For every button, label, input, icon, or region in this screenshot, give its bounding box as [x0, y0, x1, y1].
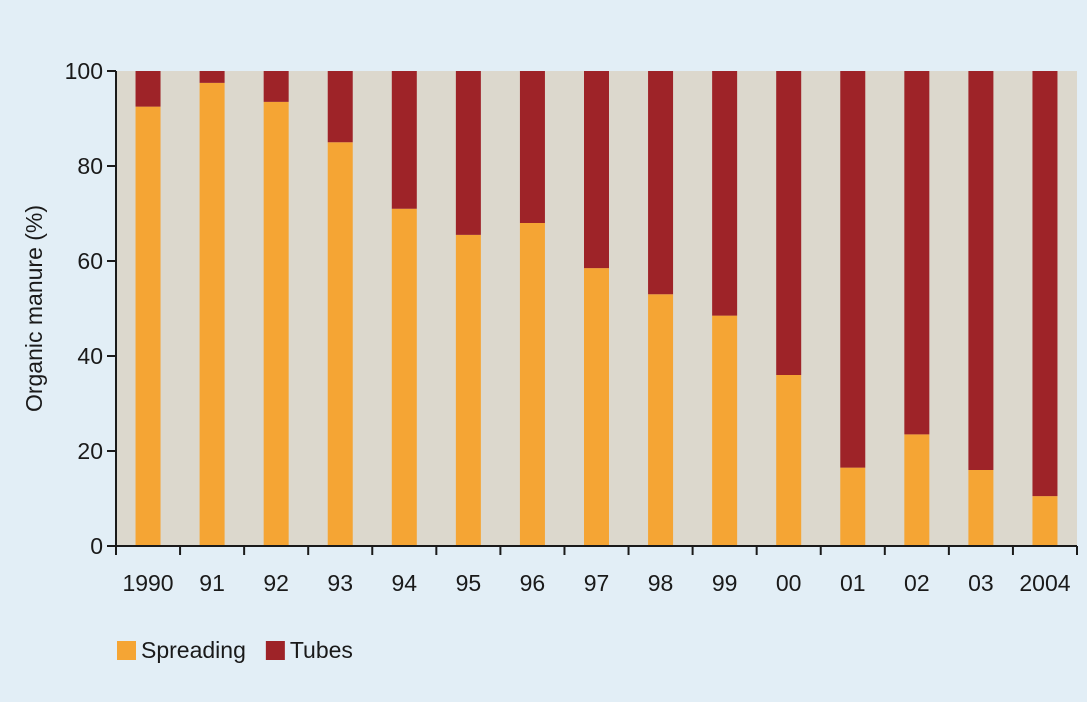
bar-spreading-98 — [648, 294, 674, 546]
bar-tubes-02 — [904, 71, 930, 435]
bar-spreading-94 — [391, 208, 417, 546]
x-tick-label: 92 — [263, 570, 289, 596]
bar-tubes-03 — [968, 71, 994, 470]
bar-tubes-01 — [840, 71, 866, 468]
x-ticks-group: 1990 91 92 93 94 95 96 97 98 99 00 01 02 03 2004 — [115, 546, 1078, 596]
bar-spreading-03 — [968, 470, 994, 546]
bar-spreading-96 — [519, 223, 545, 546]
x-tick-label: 02 — [904, 570, 930, 596]
bar-tubes-92 — [263, 71, 289, 102]
x-tick-label: 91 — [199, 570, 225, 596]
legend-label-spreading: Spreading — [141, 637, 246, 663]
legend: Spreading Tubes — [117, 637, 353, 663]
y-tick-label: 0 — [90, 533, 103, 559]
x-tick-label: 93 — [327, 570, 353, 596]
bar-spreading-97 — [584, 268, 609, 546]
y-axis-title: Organic manure (%) — [21, 205, 47, 412]
bar-tubes-94 — [391, 71, 417, 209]
bar-tubes-91 — [199, 71, 225, 83]
bar-spreading-00 — [776, 375, 802, 546]
x-tick-label: 2004 — [1019, 570, 1070, 596]
bar-spreading-91 — [199, 82, 225, 546]
x-tick-label: 99 — [712, 570, 738, 596]
bar-spreading-01 — [840, 467, 866, 546]
x-tick-label: 97 — [584, 570, 610, 596]
bar-spreading-92 — [263, 101, 289, 546]
bar-spreading-1990 — [135, 106, 161, 546]
y-tick-label: 60 — [77, 248, 103, 274]
bar-tubes-96 — [519, 71, 545, 223]
y-tick-label: 100 — [65, 58, 103, 84]
axes-group — [115, 71, 1077, 547]
bar-tubes-1990 — [135, 71, 161, 107]
bar-tubes-98 — [648, 71, 674, 295]
x-tick-label: 01 — [840, 570, 866, 596]
x-tick-label: 96 — [520, 570, 546, 596]
bar-spreading-02 — [904, 434, 930, 546]
bars-group — [135, 71, 1058, 546]
bar-tubes-99 — [712, 71, 738, 316]
bar-tubes-93 — [327, 71, 353, 143]
x-tick-label: 94 — [392, 570, 418, 596]
x-tick-label: 00 — [776, 570, 802, 596]
bar-tubes-95 — [455, 71, 481, 235]
legend-swatch-spreading — [117, 641, 136, 660]
x-tick-label: 95 — [456, 570, 482, 596]
x-tick-label: 03 — [968, 570, 994, 596]
x-tick-label: 1990 — [122, 570, 173, 596]
legend-label-tubes: Tubes — [290, 637, 353, 663]
bar-spreading-95 — [455, 234, 481, 546]
bar-tubes-00 — [776, 71, 802, 375]
y-ticks-group: 0 20 40 60 80 100 — [65, 58, 116, 559]
y-tick-label: 80 — [77, 153, 103, 179]
bar-spreading-93 — [327, 142, 353, 546]
x-tick-label: 98 — [648, 570, 674, 596]
y-tick-label: 40 — [77, 343, 103, 369]
bar-tubes-97 — [584, 71, 609, 269]
bar-tubes-2004 — [1032, 71, 1058, 497]
y-tick-label: 20 — [77, 438, 103, 464]
bar-spreading-99 — [712, 315, 738, 546]
bar-spreading-2004 — [1032, 496, 1058, 546]
legend-swatch-tubes — [265, 641, 285, 660]
